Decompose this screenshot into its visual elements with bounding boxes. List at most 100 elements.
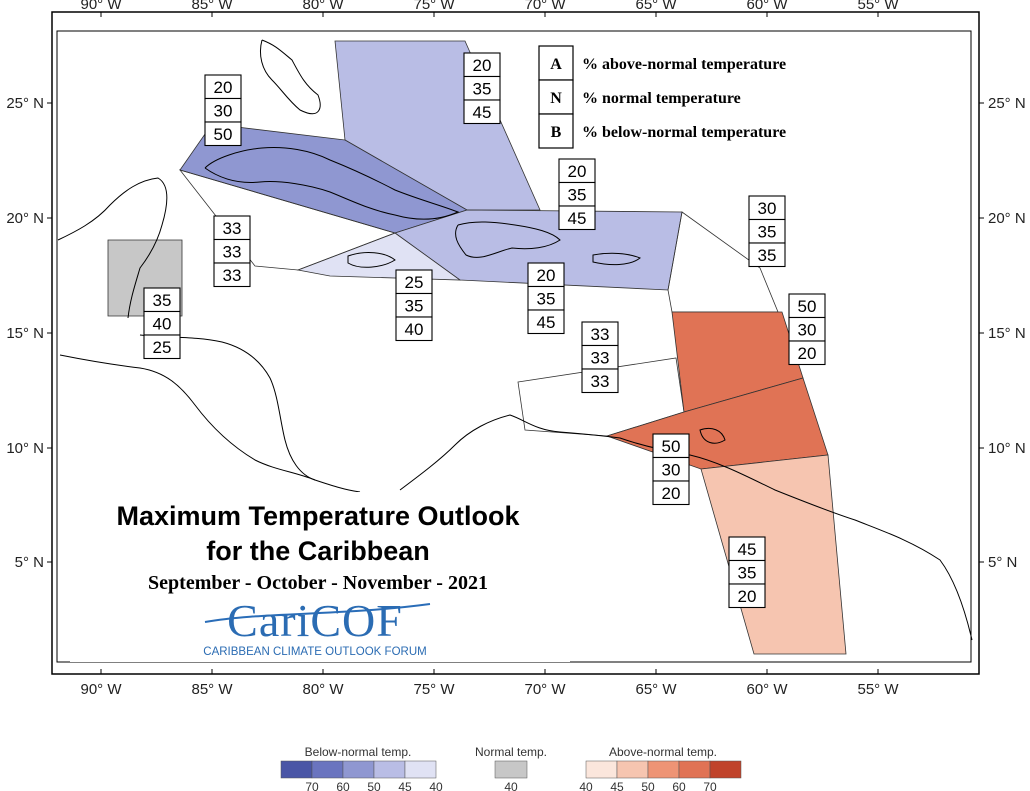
colorbar-swatch [647, 760, 680, 779]
prob-cell [204, 121, 242, 147]
colorbar-swatch [404, 760, 437, 779]
axis-ticks: 90° W 90° W 85° W 85° W 80° W 80° W 75° W 75° W… [6, 0, 1025, 698]
key-row-n: N % normal temperature [538, 79, 741, 115]
hispaniola-coast [455, 221, 561, 258]
trinidad-coast [699, 427, 726, 444]
key-description: % below-normal temperature [582, 124, 786, 141]
central-america-coast [59, 354, 361, 493]
prob-box-eastern-caribbean: 50 30 20 [788, 293, 826, 366]
title-line-2: for the Caribbean [206, 536, 430, 566]
caricof-logo: CariCOF CARIBBEAN CLIMATE OUTLOOK FORUM [203, 595, 431, 658]
prob-value-a: 20 [568, 162, 587, 181]
yucatan-coast [57, 177, 168, 319]
colorbar: Below-normal temp. Normal temp. Above-no… [280, 745, 742, 791]
prob-value-n: 35 [473, 80, 492, 99]
colorbar-swatch [342, 760, 375, 779]
key-row-a: A % above-normal temperature [538, 45, 786, 81]
lon-label-top: 70° W [524, 0, 566, 13]
key-letter: A [550, 56, 562, 73]
key-description: % above-normal temperature [582, 56, 786, 73]
lat-label-left: 5° N [15, 554, 44, 571]
prob-box-puerto-rico-lower: 20 35 45 [527, 262, 565, 335]
prob-value-b: 45 [473, 103, 492, 122]
lat-label-right: 20° N [988, 210, 1026, 227]
logo-swoosh [204, 603, 431, 623]
prob-value-n: 33 [591, 349, 610, 368]
lon-label-top: 85° W [191, 0, 233, 13]
prob-value-b: 40 [405, 320, 424, 339]
lon-label-top: 55° W [857, 0, 899, 13]
colorbar-tick: 50 [367, 780, 381, 791]
jamaica-coast [347, 252, 396, 268]
title-line-1: Maximum Temperature Outlook [116, 501, 520, 531]
prob-cell [527, 309, 565, 335]
prob-box-jamaica: 25 35 40 [395, 269, 433, 342]
prob-value-n: 35 [738, 564, 757, 583]
prob-value-a: 33 [223, 219, 242, 238]
prob-value-n: 30 [214, 102, 233, 121]
key-row-b: B % below-normal temperature [538, 113, 786, 149]
prob-value-a: 20 [537, 266, 556, 285]
prob-value-n: 30 [798, 321, 817, 340]
key-letter: N [550, 90, 562, 107]
prob-value-a: 30 [758, 199, 777, 218]
colorbar-swatch [709, 760, 742, 779]
colorbar-tick: 40 [429, 780, 443, 791]
lat-label-left: 15° N [6, 325, 44, 342]
colorbar-swatch [678, 760, 711, 779]
prob-value-n: 35 [568, 186, 587, 205]
lon-label-bottom: 80° W [302, 681, 344, 698]
prob-box-western-caribbean: 33 33 33 [213, 215, 251, 288]
prob-value-a: 50 [798, 297, 817, 316]
prob-value-b: 45 [537, 313, 556, 332]
prob-value-b: 25 [153, 338, 172, 357]
key-letter-box [538, 45, 574, 81]
legend-key: A % above-normal temperature N % normal … [538, 45, 786, 149]
prob-box-trinidad-barbados: 50 30 20 [652, 433, 690, 506]
prob-box-belize: 35 40 25 [143, 287, 181, 360]
honduras-coast [139, 334, 316, 481]
colorbar-below-label: Below-normal temp. [305, 745, 412, 759]
colorbar-tick: 45 [398, 780, 412, 791]
key-description: % normal temperature [582, 90, 741, 107]
colorbar-swatch [280, 760, 313, 779]
lat-label-left: 25° N [6, 95, 44, 112]
prob-value-a: 20 [473, 56, 492, 75]
colorbar-swatches: 70 60 50 45 40 40 40 45 50 60 70 [280, 760, 742, 791]
prob-cell [652, 480, 690, 506]
key-letter-box [538, 113, 574, 149]
prob-value-b: 20 [798, 344, 817, 363]
prob-value-a: 20 [214, 78, 233, 97]
prob-value-a: 35 [153, 291, 172, 310]
colorbar-tick: 40 [579, 780, 593, 791]
lon-label-top: 65° W [635, 0, 677, 13]
prob-cell [143, 334, 181, 360]
lon-label-bottom: 70° W [524, 681, 566, 698]
colorbar-tick: 45 [610, 780, 624, 791]
prob-value-b: 50 [214, 125, 233, 144]
probability-boxes: 20 35 45 20 30 50 20 35 45 30 35 35 33 33 33 25 35 40 20 35… [143, 52, 826, 609]
prob-value-n: 35 [758, 223, 777, 242]
lat-label-left: 10° N [6, 440, 44, 457]
colorbar-tick: 70 [305, 780, 319, 791]
florida-coast [259, 39, 321, 115]
season-title: September - October - November - 2021 [148, 572, 488, 594]
lon-label-bottom: 65° W [635, 681, 677, 698]
colorbar-tick: 40 [504, 780, 518, 791]
lat-label-right: 15° N [988, 325, 1026, 342]
prob-box-southern-caribbean: 33 33 33 [581, 321, 619, 394]
prob-cell [581, 368, 619, 394]
prob-value-a: 25 [405, 273, 424, 292]
prob-value-n: 35 [405, 297, 424, 316]
colorbar-swatch [311, 760, 344, 779]
prob-value-b: 20 [738, 587, 757, 606]
prob-value-a: 33 [591, 325, 610, 344]
cuba-coast [204, 147, 460, 220]
colorbar-tick: 60 [336, 780, 350, 791]
prob-value-n: 30 [662, 461, 681, 480]
prob-cell [558, 205, 596, 231]
logo-text: CariCOF [227, 595, 403, 646]
colorbar-swatch-normal [494, 760, 528, 779]
lon-label-top: 75° W [413, 0, 455, 13]
colorbar-tick: 60 [672, 780, 686, 791]
